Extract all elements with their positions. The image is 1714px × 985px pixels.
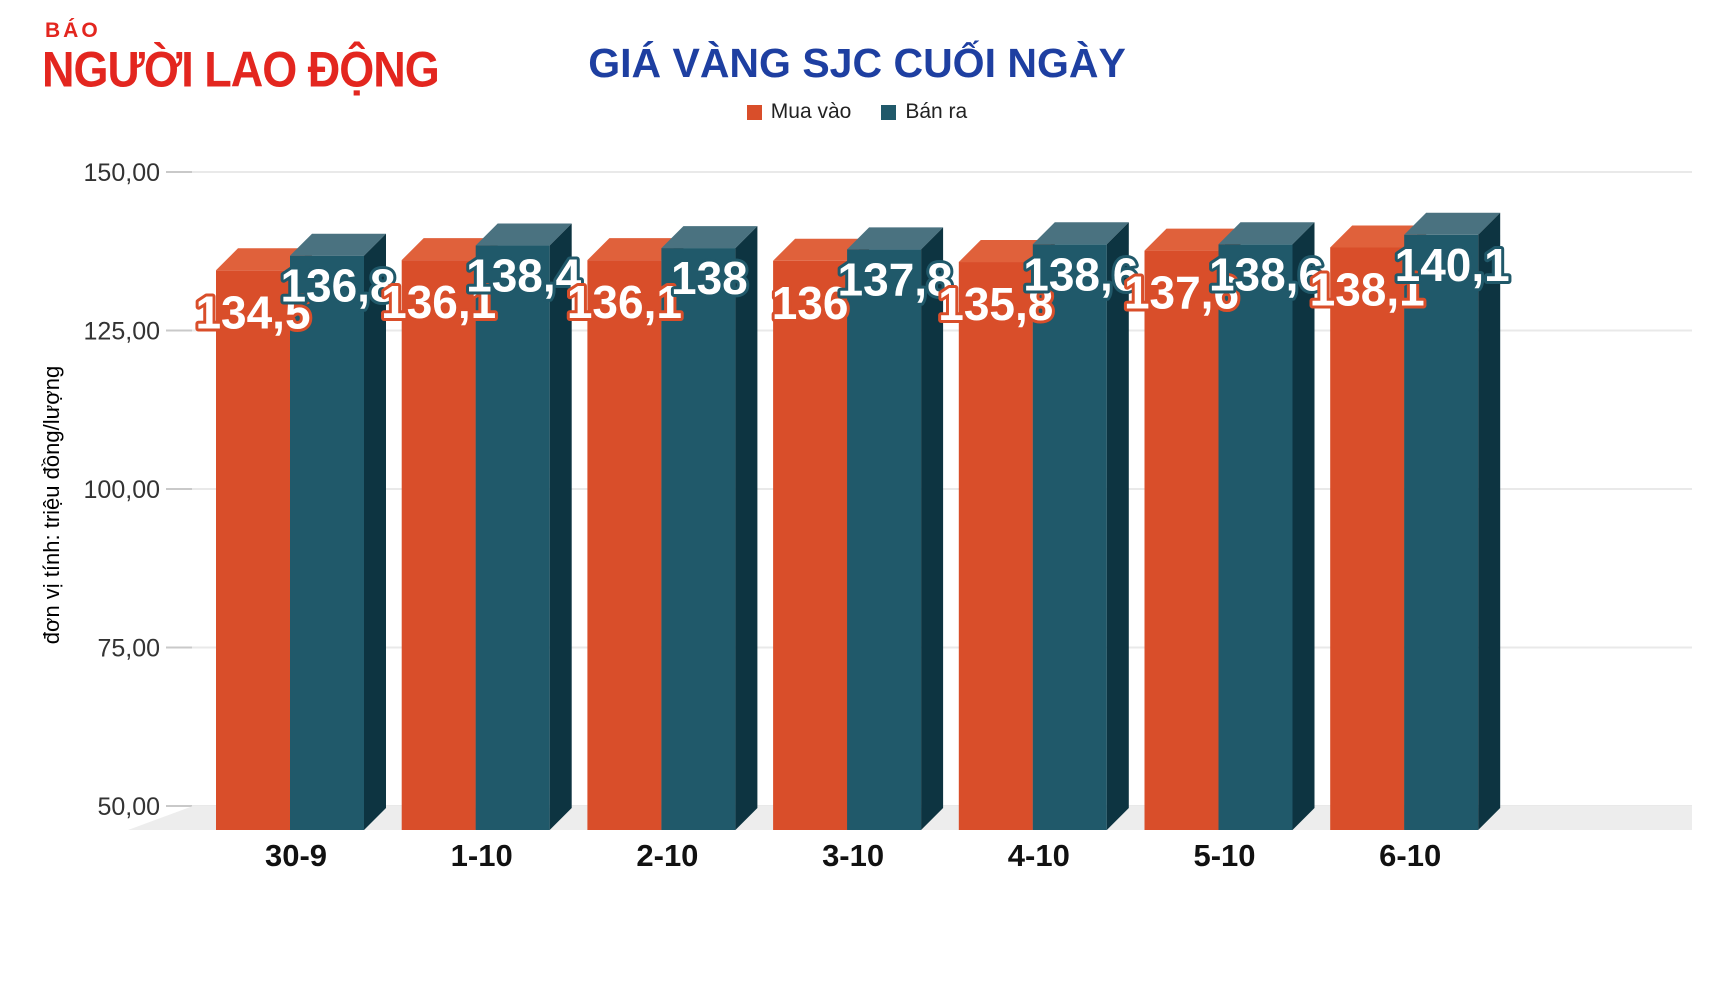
bar-group-4-10 — [958, 222, 1129, 830]
x-axis-label: 3-10 — [822, 838, 884, 873]
bar-group-2-10 — [587, 226, 758, 831]
bar-group-5-10 — [1144, 222, 1315, 831]
bar-ban-ra-top — [475, 223, 572, 246]
x-axis-label: 4-10 — [1008, 838, 1070, 873]
bar-ban-ra-side — [735, 226, 758, 830]
legend-label-mua-vao: Mua vào — [770, 100, 852, 123]
bar-mua-vao-front — [1144, 250, 1219, 831]
bar-ban-ra-front — [1032, 244, 1107, 830]
logo-bao-text: BÁO — [45, 19, 101, 42]
bar-ban-ra-front — [847, 249, 922, 830]
bar-mua-vao-front — [1330, 247, 1405, 831]
legend-label-ban-ra: Bán ra — [905, 100, 968, 123]
bar-group-6-10 — [1330, 212, 1501, 831]
value-label-ban-ra: 137,8 — [838, 253, 953, 305]
value-label-mua-vao: 134,5 — [195, 286, 310, 338]
value-label-ban-ra: 138,4 — [466, 250, 582, 302]
bar-mua-vao-top — [401, 238, 498, 261]
bar-ban-ra-front — [661, 248, 736, 830]
bar-mua-vao-front — [958, 262, 1033, 830]
y-axis-title: đơn vị tính: triệu đồng/lượng — [39, 365, 64, 645]
bar-mua-vao-front — [401, 260, 476, 831]
bar-ban-ra-side — [549, 223, 572, 830]
bar-mua-vao-top — [216, 248, 312, 271]
bar-ban-ra-top — [1218, 222, 1315, 245]
legend-item-ban-ra: Bán ra — [881, 100, 967, 124]
bar-group-30-9 — [216, 233, 386, 831]
bar-mua-vao-top — [1330, 225, 1427, 248]
bar-mua-vao-front — [587, 260, 662, 831]
value-label-ban-ra: 138,6 — [1023, 248, 1138, 300]
y-tick-label: 100,00 — [84, 476, 160, 504]
page-title: GIÁ VÀNG SJC CUỐI NGÀY — [588, 40, 1126, 86]
logo-nguoi-lao-dong-text: NGƯỜI LAO ĐỘNG — [42, 40, 440, 98]
y-tick-label: 125,00 — [84, 318, 160, 346]
value-label-ban-ra: 136,8 — [280, 260, 395, 312]
bar-ban-ra-front — [1404, 234, 1479, 831]
y-tick-label: 75,00 — [97, 635, 160, 663]
value-label-mua-vao: 135,8 — [938, 278, 1053, 330]
bar-ban-ra-front — [290, 255, 364, 831]
bar-group-3-10 — [773, 227, 944, 830]
value-label-mua-vao: 136,1 — [567, 276, 682, 328]
legend-swatch-ban-ra — [881, 104, 897, 120]
y-tick-label: 150,00 — [84, 159, 160, 187]
y-tick-label: 50,00 — [97, 793, 160, 821]
legend-item-mua-vao: Mua vào — [746, 100, 852, 124]
value-label-ban-ra: 138 — [671, 252, 748, 304]
bar-ban-ra-side — [364, 233, 386, 831]
bar-mua-vao-top — [773, 238, 870, 261]
x-axis-label: 6-10 — [1379, 838, 1441, 873]
bar-ban-ra-side — [1106, 222, 1129, 830]
x-axis-label: 1-10 — [451, 838, 513, 873]
bar-ban-ra-top — [661, 226, 758, 249]
bar-ban-ra-top — [847, 227, 944, 250]
bar-mua-vao-top — [1144, 228, 1241, 251]
value-label-ban-ra: 140,1 — [1395, 239, 1510, 291]
x-axis-label: 30-9 — [265, 838, 327, 873]
value-label-mua-vao: 136,1 — [381, 276, 496, 328]
value-label-mua-vao: 137,6 — [1124, 267, 1239, 319]
bar-mua-vao-top — [587, 238, 684, 261]
bar-ban-ra-top — [290, 233, 386, 256]
x-axis-label: 2-10 — [636, 838, 698, 873]
bar-group-1-10 — [401, 223, 572, 831]
value-label-ban-ra: 138,6 — [1209, 248, 1324, 300]
value-label-mua-vao: 136 — [772, 277, 849, 329]
bar-ban-ra-top — [1032, 222, 1129, 245]
chart-legend: Mua vào Bán ra — [0, 100, 1714, 124]
legend-swatch-mua-vao — [746, 104, 762, 120]
bar-ban-ra-side — [921, 227, 944, 830]
bar-ban-ra-front — [1218, 244, 1293, 830]
bar-ban-ra-top — [1404, 212, 1501, 235]
x-axis-label: 5-10 — [1193, 838, 1255, 873]
nld-logo: BÁO NGƯỜI LAO ĐỘNG — [42, 19, 440, 94]
bar-ban-ra-side — [1292, 222, 1315, 830]
bar-ban-ra-side — [1478, 212, 1501, 831]
bar-ban-ra-front — [475, 245, 550, 830]
value-label-mua-vao: 138,1 — [1310, 263, 1425, 315]
bar-mua-vao-front — [773, 260, 848, 830]
bar-mua-vao-front — [216, 270, 290, 830]
bar-mua-vao-top — [958, 240, 1055, 263]
